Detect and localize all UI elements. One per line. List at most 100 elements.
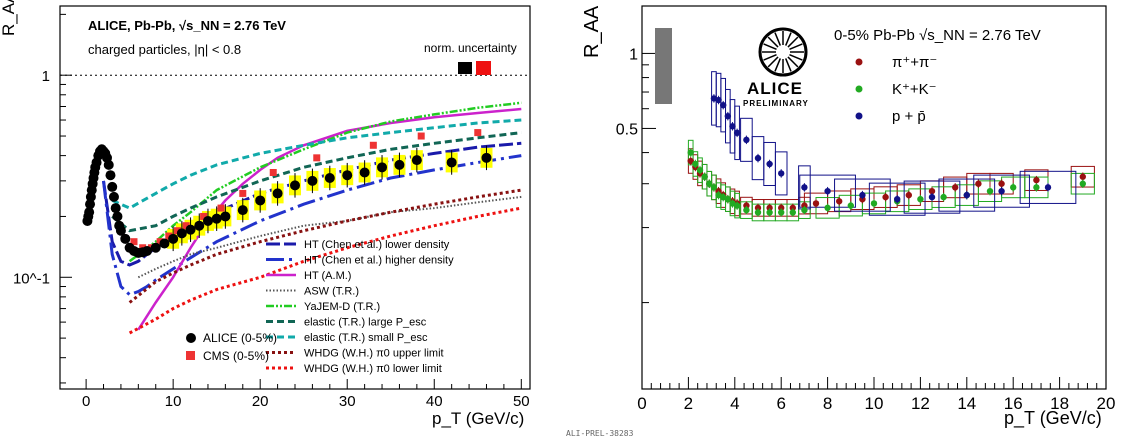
right-xtick-label: 0 <box>637 394 646 413</box>
right-legend: π⁺+π⁻ K⁺+K⁻ p + p̄ <box>855 54 937 125</box>
legend-marker <box>855 85 863 93</box>
alice-point <box>359 167 370 178</box>
left-xlabel: p_T (GeV/c) <box>432 409 524 428</box>
left-xtick-label: 40 <box>426 393 443 410</box>
alice-point <box>237 205 248 216</box>
cms-point <box>182 222 190 230</box>
data-point <box>724 112 732 120</box>
alice-point <box>159 238 170 249</box>
data-point <box>928 193 936 201</box>
legend-label: HT (A.M.) <box>304 270 351 282</box>
cms-point <box>217 204 225 212</box>
alice-point <box>120 233 131 244</box>
legend-marker <box>855 58 863 66</box>
left-xtick-label: 30 <box>339 393 356 410</box>
data-point <box>766 209 773 216</box>
data-point <box>754 154 762 162</box>
alice-point <box>411 155 422 166</box>
left-ytick-label: 1 <box>42 68 50 85</box>
left-axes: 0 10 20 30 40 50 1 10^-1 <box>13 13 530 410</box>
data-point <box>1079 180 1087 187</box>
cms-point <box>313 154 321 162</box>
alice-logo-text: ALICE <box>747 79 803 98</box>
data-point <box>710 184 718 191</box>
data-point <box>743 136 750 144</box>
left-legend: HT (Chen et al.) lower density HT (Chen e… <box>186 239 454 375</box>
data-point <box>778 209 785 216</box>
alice-point <box>220 211 231 222</box>
alice-point <box>105 170 116 181</box>
legend-label: ALICE (0-5%) <box>203 331 277 345</box>
legend-label: elastic (T.R.) large P_esc <box>304 317 427 329</box>
cms-point <box>200 212 208 220</box>
alice-point <box>272 188 283 199</box>
legend-label: elastic (T.R.) small P_esc <box>304 332 428 344</box>
data-point <box>696 166 704 174</box>
left-norm-label: norm. uncertainty <box>424 41 517 55</box>
right-xtick-label: 14 <box>957 394 976 413</box>
alice-point <box>324 172 335 183</box>
data-point <box>729 123 736 130</box>
syst-box <box>774 151 788 196</box>
cms-point <box>474 129 482 137</box>
alice-point <box>307 175 318 186</box>
syst-box <box>938 178 996 212</box>
legend-label: CMS (0-5%) <box>203 349 269 363</box>
data-point <box>870 200 878 207</box>
left-series-group <box>102 101 522 335</box>
data-point <box>975 180 982 187</box>
alice-point <box>377 162 388 173</box>
data-point <box>692 160 699 168</box>
right-xtick-label: 4 <box>730 394 739 413</box>
alice-point <box>290 180 300 191</box>
right-xtick-label: 6 <box>776 394 785 413</box>
alice-point <box>84 207 95 218</box>
model-curve <box>128 206 522 335</box>
data-point <box>812 200 820 207</box>
right-xtick-label: 20 <box>1097 394 1116 413</box>
left-xtick-label: 50 <box>513 393 530 410</box>
data-point <box>754 209 762 216</box>
syst-box <box>973 174 1030 208</box>
right-xtick-label: 16 <box>1004 394 1023 413</box>
data-point <box>720 101 727 109</box>
alice-point <box>194 220 205 231</box>
cms-point <box>369 141 377 149</box>
data-point <box>847 202 854 209</box>
right-points-group <box>687 94 1087 217</box>
alice-logo: ALICE PRELIMINARY <box>743 27 808 108</box>
alice-point <box>142 245 153 256</box>
alice-point <box>176 228 187 239</box>
data-point <box>940 193 947 201</box>
data-point <box>894 195 901 203</box>
data-point <box>733 202 741 209</box>
data-point <box>766 160 773 168</box>
data-point <box>1044 184 1052 191</box>
alice-point <box>168 233 179 244</box>
alice-point <box>255 195 266 206</box>
right-xlabel: p_T (GeV/c) <box>1004 408 1102 429</box>
alice-point <box>211 213 222 224</box>
model-curve <box>111 131 522 233</box>
figure-caption: ALI-PREL-38283 <box>566 429 634 438</box>
data-point <box>701 173 708 180</box>
data-point <box>1033 176 1040 184</box>
right-ytick-label: 0.5 <box>616 121 638 138</box>
data-point <box>715 96 722 104</box>
data-point <box>1033 184 1040 191</box>
data-point <box>1010 184 1017 191</box>
model-curve <box>128 188 522 304</box>
left-xtick-label: 0 <box>82 393 90 410</box>
alice-point <box>108 191 119 202</box>
legend-label: WHDG (W.H.) π0 upper limit <box>304 348 444 360</box>
alice-point <box>446 157 457 168</box>
cms-point <box>239 189 247 197</box>
alice-point <box>150 242 161 253</box>
alice-point <box>107 181 118 192</box>
right-norm-box <box>655 28 672 104</box>
cms-norm-box <box>476 61 491 75</box>
syst-box <box>834 178 891 212</box>
right-xtick-label: 18 <box>1050 394 1069 413</box>
alice-point <box>112 211 123 222</box>
